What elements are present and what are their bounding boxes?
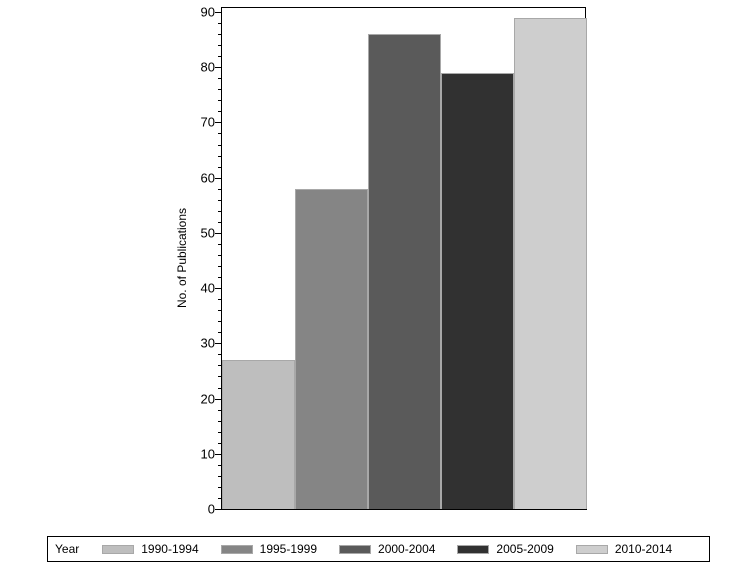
y-tick-label: 60: [200, 170, 215, 186]
legend-swatch: [339, 544, 372, 554]
y-major-tick: [215, 122, 221, 123]
y-minor-tick: [218, 56, 221, 57]
legend-item: 1990-1994: [102, 542, 199, 556]
y-minor-tick: [218, 255, 221, 256]
y-major-tick: [215, 12, 221, 13]
y-tick-label: 90: [200, 4, 215, 20]
legend: Year 1990-1994 1995-1999 2000-2004 2005-200…: [47, 536, 710, 562]
y-minor-tick: [218, 34, 221, 35]
y-minor-tick: [218, 432, 221, 433]
y-major-tick: [215, 233, 221, 234]
plot-area: [221, 7, 587, 509]
y-minor-tick: [218, 78, 221, 79]
legend-swatch: [220, 544, 253, 554]
y-major-tick: [215, 178, 221, 179]
y-minor-tick: [218, 133, 221, 134]
y-minor-tick: [218, 189, 221, 190]
y-major-tick: [215, 454, 221, 455]
legend-label: 2010-2014: [614, 542, 673, 556]
y-minor-tick: [218, 476, 221, 477]
y-minor-tick: [218, 388, 221, 389]
y-minor-tick: [218, 421, 221, 422]
y-tick-label: 40: [200, 280, 215, 296]
y-minor-tick: [218, 310, 221, 311]
y-tick-label: 80: [200, 59, 215, 75]
y-minor-tick: [218, 332, 221, 333]
y-major-tick: [215, 288, 221, 289]
y-axis-label: No. of Publications: [175, 207, 189, 309]
legend-label: 2000-2004: [378, 542, 436, 556]
y-major-tick: [215, 67, 221, 68]
y-major-tick: [215, 343, 221, 344]
legend-swatch: [102, 544, 135, 554]
y-major-tick: [215, 399, 221, 400]
legend-label: 1995-1999: [259, 542, 318, 556]
bar-1990-1994: [222, 360, 295, 509]
y-minor-tick: [218, 244, 221, 245]
y-tick-label: 20: [200, 391, 215, 407]
legend-item: 1995-1999: [220, 542, 318, 556]
y-tick-label: 10: [200, 446, 215, 462]
y-tick-label: 50: [200, 225, 215, 241]
bar-2000-2004: [368, 34, 441, 509]
legend-swatch: [457, 544, 490, 554]
y-tick-label: 0: [207, 501, 215, 517]
y-minor-tick: [218, 156, 221, 157]
y-minor-tick: [218, 45, 221, 46]
y-tick-label: 70: [200, 114, 215, 130]
legend-label: 1990-1994: [141, 542, 199, 556]
legend-swatch: [575, 544, 608, 554]
y-minor-tick: [218, 487, 221, 488]
y-minor-tick: [218, 354, 221, 355]
legend-title: Year: [55, 542, 80, 556]
y-minor-tick: [218, 443, 221, 444]
y-minor-tick: [218, 167, 221, 168]
y-minor-tick: [218, 211, 221, 212]
y-minor-tick: [218, 145, 221, 146]
y-minor-tick: [218, 277, 221, 278]
y-minor-tick: [218, 100, 221, 101]
y-minor-tick: [218, 200, 221, 201]
legend-item: 2010-2014: [575, 542, 673, 556]
y-minor-tick: [218, 321, 221, 322]
y-minor-tick: [218, 222, 221, 223]
y-minor-tick: [218, 465, 221, 466]
y-minor-tick: [218, 89, 221, 90]
bar-2010-2014: [514, 18, 587, 509]
x-axis: [221, 509, 587, 510]
y-major-tick: [215, 509, 221, 510]
y-minor-tick: [218, 376, 221, 377]
legend-item: 2000-2004: [339, 542, 435, 556]
y-minor-tick: [218, 299, 221, 300]
y-minor-tick: [218, 111, 221, 112]
y-minor-tick: [218, 498, 221, 499]
y-minor-tick: [218, 23, 221, 24]
y-minor-tick: [218, 410, 221, 411]
legend-item: 2005-2009: [457, 542, 554, 556]
y-minor-tick: [218, 365, 221, 366]
y-tick-label: 30: [200, 335, 215, 351]
bar-2005-2009: [441, 73, 514, 509]
legend-label: 2005-2009: [496, 542, 554, 556]
bar-1995-1999: [295, 189, 368, 509]
y-minor-tick: [218, 266, 221, 267]
